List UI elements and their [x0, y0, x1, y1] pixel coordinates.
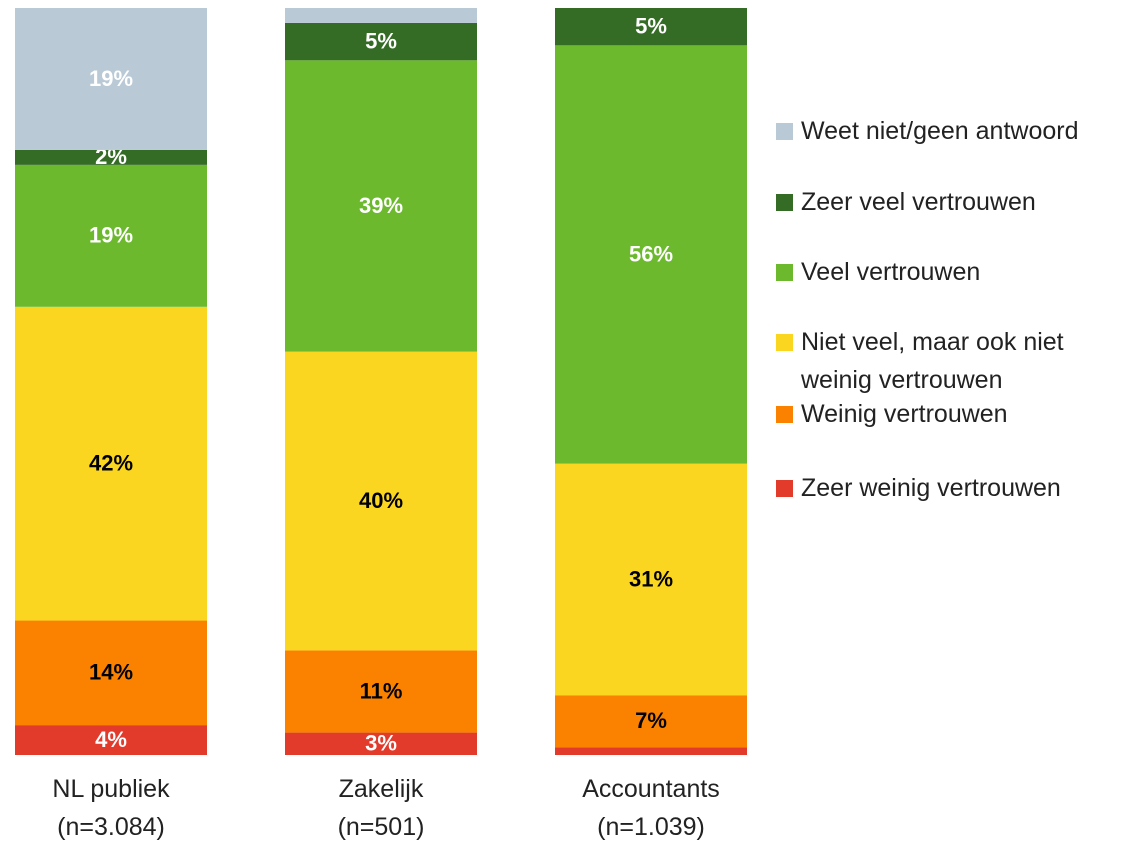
data-label: 7% [635, 708, 667, 733]
data-label: 3% [365, 731, 397, 756]
legend-swatch [776, 480, 793, 497]
bar-segment [285, 60, 477, 352]
bar-segment [15, 164, 207, 307]
bar-segment [285, 8, 477, 23]
legend-swatch [776, 406, 793, 423]
legend-item: Weinig vertrouwen [776, 395, 1141, 433]
legend-label: Zeer veel vertrouwen [801, 188, 1036, 216]
bar-segment [285, 732, 477, 755]
data-label: 40% [359, 488, 403, 513]
bar-segment [555, 695, 747, 748]
bar-segment [555, 8, 747, 46]
legend-item: Weet niet/geen antwoord [776, 112, 1141, 150]
data-label: 56% [629, 241, 673, 266]
bar-segment [555, 463, 747, 696]
data-label: 4% [95, 727, 127, 752]
legend-swatch [776, 264, 793, 281]
data-label: 5% [635, 13, 667, 38]
legend-label: Zeer weinig vertrouwen [801, 474, 1061, 502]
data-label: 5% [365, 28, 397, 53]
legend-item: Niet veel, maar ook niet weinig vertrouw… [776, 323, 1141, 399]
bar-segment [15, 620, 207, 726]
data-label: 19% [89, 66, 133, 91]
data-label: 31% [629, 566, 673, 591]
legend-label: Niet veel, maar ook niet weinig vertrouw… [801, 328, 1064, 394]
x-tick-label: Zakelijk (n=501) [337, 775, 425, 841]
legend-item: Zeer weinig vertrouwen [776, 469, 1141, 507]
x-tick-label: Accountants (n=1.039) [582, 775, 720, 841]
legend-label: Veel vertrouwen [801, 258, 981, 286]
bar-segment [285, 351, 477, 651]
bar-segment [555, 45, 747, 464]
legend-item: Veel vertrouwen [776, 253, 1141, 291]
legend-swatch [776, 123, 793, 140]
bar-segment [285, 650, 477, 733]
data-label: 39% [359, 193, 403, 218]
data-label: 42% [89, 450, 133, 475]
legend-label: Weet niet/geen antwoord [801, 117, 1079, 145]
bar-segment [15, 149, 207, 165]
bar-segment [15, 8, 207, 150]
data-label: 11% [360, 678, 403, 703]
bar-segment [15, 306, 207, 621]
bar-segment [15, 725, 207, 755]
data-label: 19% [89, 223, 133, 248]
legend-swatch [776, 194, 793, 211]
x-tick-label: NL publiek (n=3.084) [52, 775, 170, 841]
legend-label: Weinig vertrouwen [801, 400, 1008, 428]
legend-swatch [776, 334, 793, 351]
legend-item: Zeer veel vertrouwen [776, 183, 1141, 221]
bar-segment [555, 747, 747, 755]
data-label: 14% [89, 660, 133, 685]
bar-segment [285, 22, 477, 61]
